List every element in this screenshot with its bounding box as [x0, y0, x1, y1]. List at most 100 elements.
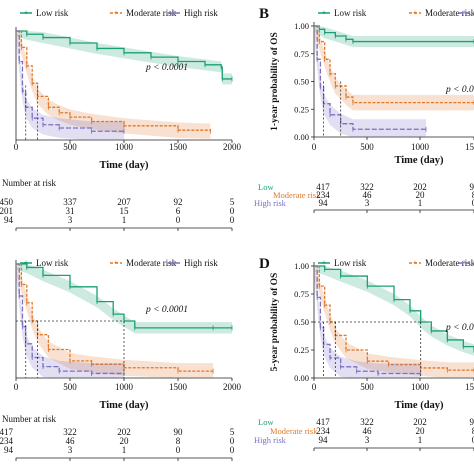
risk-count-high: 1 [418, 198, 423, 208]
risk-count-low: 5 [230, 197, 235, 207]
risk-count-high: 94 [4, 445, 14, 455]
panel-letter: D [259, 256, 270, 272]
ci-band-low [314, 266, 474, 356]
risk-count-moderate: 234 [316, 426, 330, 436]
risk-group-label-low: Low [258, 417, 274, 427]
risk-count-high: 3 [68, 445, 73, 455]
risk-count-moderate: 8 [472, 190, 474, 200]
legend-marker-low: + [24, 8, 29, 17]
legend-label-low: Low risk [36, 258, 69, 268]
ci-band-high [314, 26, 426, 137]
x-tick-label: 1500 [169, 142, 188, 152]
legend-label-moderate: Moderate risk [126, 8, 177, 18]
risk-count-high: 0 [230, 215, 235, 225]
risk-count-low: 90 [174, 427, 184, 437]
risk-count-moderate: 234 [316, 190, 330, 200]
legend-marker-high: + [462, 258, 467, 267]
panel-letter: B [259, 6, 269, 22]
legend-marker-moderate: + [114, 8, 119, 17]
risk-count-low: 202 [413, 417, 427, 427]
x-tick-label: 0 [14, 142, 19, 152]
risk-count-high: 94 [4, 215, 14, 225]
p-value: p < 0.0001 [145, 305, 188, 315]
risk-count-low: 322 [360, 182, 374, 192]
x-tick-label: 0 [14, 382, 19, 392]
y-tick-label: 0.25 [294, 345, 309, 355]
risk-count-moderate: 46 [66, 436, 76, 446]
risk-count-low: 90 [470, 182, 474, 192]
p-value: p < 0.0001 [445, 323, 474, 333]
risk-count-moderate: 46 [363, 190, 373, 200]
km-curve-moderate [16, 30, 212, 132]
km-curve-moderate [314, 25, 474, 104]
x-axis-label: Time (day) [99, 400, 149, 411]
ci-band-moderate [16, 31, 211, 139]
risk-count-low: 90 [470, 417, 474, 427]
risk-group-label-high: High risk [254, 198, 287, 208]
risk-count-moderate: 20 [120, 436, 130, 446]
risk-count-low: 417 [316, 417, 330, 427]
risk-count-moderate: 8 [472, 426, 474, 436]
risk-group-label-moderate: Moderate risk [270, 426, 318, 436]
km-curve-high [16, 263, 124, 375]
legend-label-low: Low risk [334, 258, 367, 268]
km-curve-high [314, 25, 426, 130]
legend-label-high: High risk [184, 8, 218, 18]
ci-band-high [314, 266, 421, 378]
ci-band-moderate [314, 26, 474, 111]
x-tick-label: 500 [63, 142, 77, 152]
legend-marker-low: + [322, 8, 327, 17]
legend-marker-low: + [322, 258, 327, 267]
risk-count-moderate: 0 [230, 436, 235, 446]
legend-marker-low: + [24, 258, 29, 267]
legend-label-moderate: Moderate risk [425, 8, 474, 18]
risk-count-moderate: 15 [120, 206, 130, 216]
risk-count-moderate: 20 [416, 426, 426, 436]
x-tick-label: 1000 [115, 382, 134, 392]
risk-count-moderate: 46 [363, 426, 373, 436]
panel-B: B+Low risk+Moderate risk+Hi0.000.250.500… [254, 6, 474, 213]
x-tick-label: 1500 [169, 382, 188, 392]
p-value: p < 0.0001 [145, 63, 188, 73]
legend-label-low: Low risk [334, 8, 367, 18]
risk-count-low: 202 [117, 427, 131, 437]
legend-marker-moderate: + [413, 8, 418, 17]
x-axis-label: Time (day) [99, 160, 149, 171]
y-tick-label: 0.50 [294, 317, 309, 327]
y-tick-label: 0.75 [294, 49, 309, 59]
legend-label-low: Low risk [36, 8, 69, 18]
y-tick-label: 1.00 [294, 21, 309, 31]
risk-count-high: 0 [176, 445, 181, 455]
risk-count-high: 1 [122, 445, 127, 455]
x-tick-label: 0 [312, 142, 317, 152]
risk-count-low: 322 [63, 427, 77, 437]
km-curve-high [16, 30, 124, 132]
risk-count-moderate: 201 [0, 206, 13, 216]
x-tick-label: 2000 [223, 142, 242, 152]
risk-count-low: 417 [0, 427, 14, 437]
y-axis-label: 5-year probability of OS [270, 273, 280, 372]
risk-count-moderate: 20 [416, 190, 426, 200]
y-tick-label: 1.00 [294, 261, 309, 271]
risk-count-high: 3 [365, 198, 370, 208]
ci-band-high [16, 31, 124, 140]
y-tick-label: 0.75 [294, 289, 309, 299]
x-tick-label: 500 [63, 382, 77, 392]
risk-count-low: 92 [174, 197, 183, 207]
risk-count-low: 417 [316, 182, 330, 192]
x-tick-label: 500 [360, 382, 374, 392]
legend-marker-high: + [172, 8, 177, 17]
risk-count-low: 322 [360, 417, 374, 427]
risk-table-title: Number at risk [2, 178, 56, 188]
risk-count-high: 3 [365, 435, 370, 445]
risk-count-low: 337 [63, 197, 77, 207]
x-tick-label: 1500 [465, 382, 474, 392]
legend-marker-moderate: + [114, 258, 119, 267]
risk-count-high: 1 [418, 435, 423, 445]
risk-count-moderate: 8 [176, 436, 181, 446]
risk-count-high: 0 [230, 445, 235, 455]
risk-group-label-moderate: Moderate risk [273, 190, 321, 200]
